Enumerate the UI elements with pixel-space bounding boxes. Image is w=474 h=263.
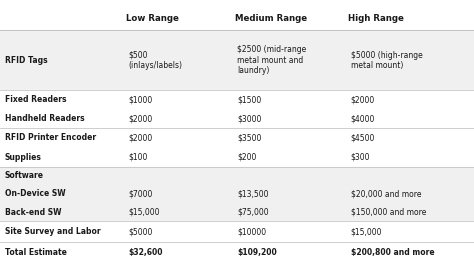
Text: Supplies: Supplies [5, 153, 42, 161]
Text: $3000: $3000 [237, 114, 261, 123]
Text: $1500: $1500 [237, 95, 261, 104]
Text: Low Range: Low Range [126, 14, 179, 23]
Bar [0, 167, 474, 221]
Text: $10000: $10000 [237, 227, 266, 236]
Text: Total Estimate: Total Estimate [5, 248, 67, 257]
Text: Handheld Readers: Handheld Readers [5, 114, 84, 123]
Bar [0, 221, 474, 242]
Bar [0, 242, 474, 263]
Text: $15,000: $15,000 [128, 208, 159, 217]
Text: $500
(inlays/labels): $500 (inlays/labels) [128, 50, 182, 70]
Text: $300: $300 [351, 153, 370, 161]
Text: $4000: $4000 [351, 114, 375, 123]
Text: $2000: $2000 [128, 114, 152, 123]
Text: $15,000: $15,000 [351, 227, 382, 236]
Text: $3500: $3500 [237, 134, 261, 143]
Text: $109,200: $109,200 [237, 248, 277, 257]
Bar [0, 30, 474, 90]
Text: Site Survey and Labor: Site Survey and Labor [5, 227, 100, 236]
Text: RFID Printer Encoder: RFID Printer Encoder [5, 134, 96, 143]
Text: $32,600: $32,600 [128, 248, 163, 257]
Text: $100: $100 [128, 153, 147, 161]
Text: $1000: $1000 [128, 95, 152, 104]
Text: High Range: High Range [348, 14, 404, 23]
Text: Medium Range: Medium Range [235, 14, 307, 23]
Text: $2000: $2000 [128, 134, 152, 143]
Text: $150,000 and more: $150,000 and more [351, 208, 426, 217]
Text: $75,000: $75,000 [237, 208, 269, 217]
Bar [0, 128, 474, 167]
Text: $200,800 and more: $200,800 and more [351, 248, 434, 257]
Text: $13,500: $13,500 [237, 189, 268, 198]
Text: $200: $200 [237, 153, 256, 161]
Text: $7000: $7000 [128, 189, 152, 198]
Bar [0, 0, 474, 30]
Text: On-Device SW: On-Device SW [5, 189, 65, 198]
Bar [0, 90, 474, 128]
Text: Fixed Readers: Fixed Readers [5, 95, 66, 104]
Text: $4500: $4500 [351, 134, 375, 143]
Text: $5000 (high-range
metal mount): $5000 (high-range metal mount) [351, 50, 422, 70]
Text: RFID Tags: RFID Tags [5, 56, 47, 65]
Text: $5000: $5000 [128, 227, 152, 236]
Text: $20,000 and more: $20,000 and more [351, 189, 421, 198]
Text: Back-end SW: Back-end SW [5, 208, 61, 217]
Text: $2000: $2000 [351, 95, 375, 104]
Text: Software: Software [5, 171, 44, 180]
Text: $2500 (mid-range
metal mount and
laundry): $2500 (mid-range metal mount and laundry… [237, 45, 306, 75]
